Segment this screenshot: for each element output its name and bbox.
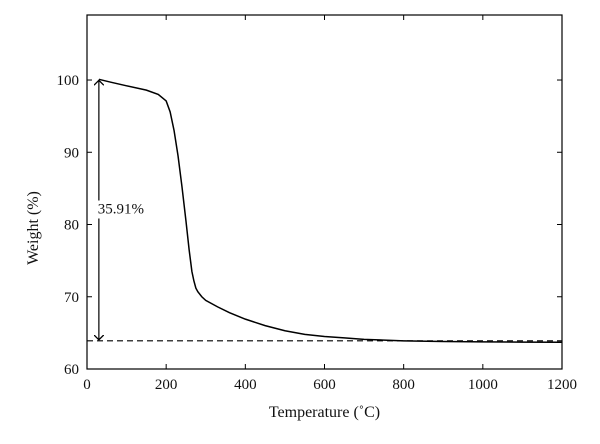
- x-tick-label: 600: [313, 377, 336, 393]
- x-tick-label: 1000: [468, 377, 498, 393]
- x-tick-label: 800: [392, 377, 415, 393]
- x-tick-label: 400: [234, 377, 257, 393]
- y-tick-label: 60: [64, 362, 79, 378]
- mass-loss-label: 35.91%: [98, 201, 144, 217]
- plot-frame: [86, 14, 563, 370]
- y-tick-label: 70: [64, 290, 79, 306]
- x-axis-title: Temperature (˚C): [269, 404, 380, 421]
- x-tick-label: 200: [155, 377, 178, 393]
- series-line: [98, 78, 563, 344]
- y-tick-label: 100: [57, 73, 80, 89]
- y-tick-label: 80: [64, 218, 79, 234]
- axis-ticks: [86, 15, 563, 370]
- y-axis-title: Weight (%): [25, 191, 42, 265]
- mass-loss-label-background: [95, 200, 146, 219]
- y-tick-label: 90: [64, 145, 79, 161]
- x-tick-label: 0: [83, 377, 91, 393]
- axis-tick-labels: 0 200 400 600 800 1000 1200 60 70 80 90 100: [57, 73, 578, 393]
- x-tick-label: 1200: [547, 377, 577, 393]
